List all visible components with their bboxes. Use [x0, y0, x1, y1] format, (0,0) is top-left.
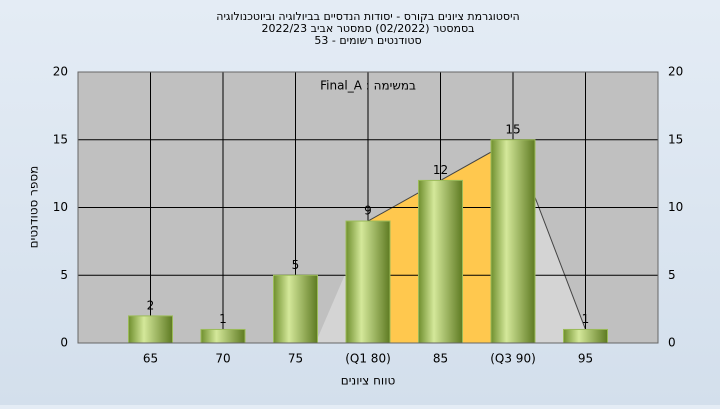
bar	[490, 139, 536, 344]
plot-border	[77, 71, 659, 344]
x-tick-label: 70	[215, 352, 230, 366]
y-tick-label: 15	[53, 132, 68, 146]
value-label: 5	[292, 258, 300, 272]
y2-tick-label: 15	[668, 132, 683, 146]
value-label: 1	[582, 312, 590, 326]
bar	[563, 328, 608, 344]
y-tick-label: 0	[60, 336, 68, 350]
y2-tick-label: 10	[668, 200, 683, 214]
bar	[128, 315, 173, 344]
x-tick-label: 85	[433, 352, 448, 366]
x-axis-label: טווח ציונים	[341, 374, 396, 388]
title-line: סטודנטים רשומים - 53	[314, 34, 421, 47]
title: היסטוגרמת ציונים בקורס - יסודות הנדסיים …	[216, 10, 519, 47]
y-tick-label: 5	[60, 268, 68, 282]
trend-line	[367, 139, 586, 330]
bar	[345, 220, 391, 344]
y-axis-label: מספר סטודנטים	[27, 166, 41, 249]
y-tick-label: 20	[53, 65, 68, 79]
value-label: 15	[505, 122, 520, 136]
x-tick-label: (Q3 90)	[490, 352, 536, 366]
y2-tick-label: 20	[668, 65, 683, 79]
value-label: 1	[219, 312, 227, 326]
x-tick-label: 75	[288, 352, 303, 366]
bar	[418, 179, 463, 344]
title-line: בסמסטר (02/2022) סמסטר אביב 2022/23	[261, 22, 474, 35]
x-tick-label: 95	[578, 352, 593, 366]
y-tick-label: 10	[53, 200, 68, 214]
title-line: היסטוגרמת ציונים בקורס - יסודות הנדסיים …	[216, 10, 519, 23]
x-tick-label: (Q1 80)	[345, 352, 391, 366]
y2-tick-label: 5	[668, 268, 676, 282]
bar	[200, 328, 246, 344]
x-tick-label: 65	[143, 352, 158, 366]
value-label: 2	[147, 298, 155, 312]
value-label: 9	[364, 204, 372, 218]
y2-tick-label: 0	[668, 336, 676, 350]
bar	[273, 274, 318, 344]
value-label: 12	[433, 163, 448, 177]
